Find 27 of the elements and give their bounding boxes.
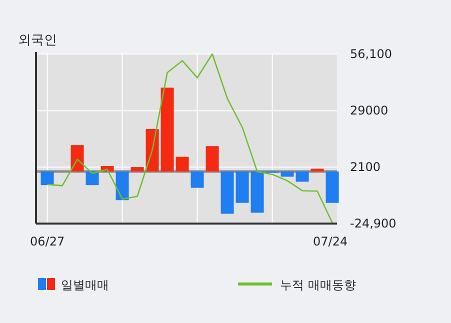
bar <box>70 145 84 172</box>
bar <box>326 171 339 203</box>
bar <box>250 171 264 213</box>
y-tick-label: 2100 <box>350 160 381 174</box>
bar <box>176 156 189 172</box>
y-tick-label: 29000 <box>350 104 388 118</box>
bar <box>190 171 204 188</box>
bar <box>280 171 294 177</box>
legend-label: 일별매매 <box>61 278 109 292</box>
bar <box>86 171 99 186</box>
x-tick-label: 06/27 <box>30 234 65 249</box>
bar <box>206 146 219 172</box>
bar <box>160 88 174 172</box>
bar <box>146 128 159 172</box>
bar <box>130 167 144 172</box>
y-tick-label: 56,100 <box>350 47 392 61</box>
bar <box>310 168 324 172</box>
chart-title: 외국인 <box>18 33 57 48</box>
y-tick-label: -24,900 <box>350 216 396 231</box>
bar <box>220 171 234 214</box>
bar <box>296 171 309 182</box>
bar <box>236 171 249 203</box>
bar <box>40 171 54 186</box>
bar <box>116 171 129 200</box>
line-series <box>46 53 333 224</box>
x-tick-label: 07/24 <box>313 234 348 249</box>
legend-label: 누적 매매동향 <box>280 278 356 292</box>
